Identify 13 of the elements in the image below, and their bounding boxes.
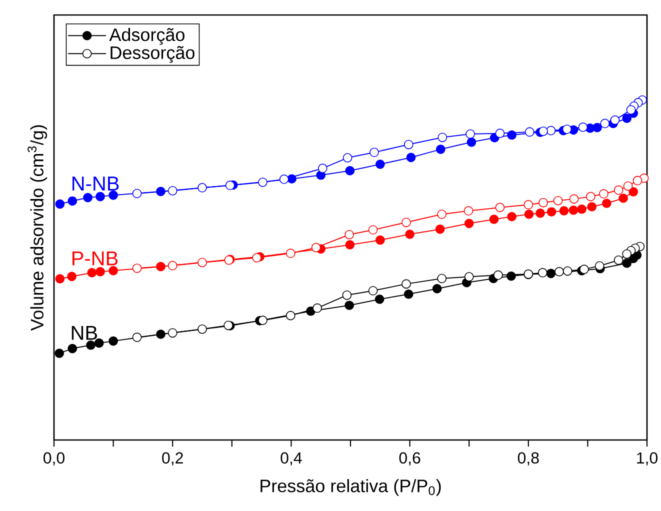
x-tick-label: 0,2 <box>162 452 183 466</box>
x-axis-title: Pressão relativa (P/P$_{0}$) <box>260 479 441 496</box>
x-tick-label: 0,6 <box>399 452 420 466</box>
y-axis-title: Volume adsorvido (cm$^{3}$/g) <box>28 125 48 331</box>
annotation: P-NB <box>72 251 118 266</box>
x-tick-label: 1,0 <box>637 452 658 466</box>
x-tick-label: 0,8 <box>518 452 539 466</box>
legend-label: Dessorção <box>110 46 194 63</box>
legend-label: Adsorção <box>109 28 184 45</box>
x-tick-label: 0,4 <box>280 452 302 466</box>
annotation: NB <box>72 326 97 340</box>
x-tick-label: 0,0 <box>44 452 64 466</box>
annotation: N-NB <box>72 176 119 190</box>
